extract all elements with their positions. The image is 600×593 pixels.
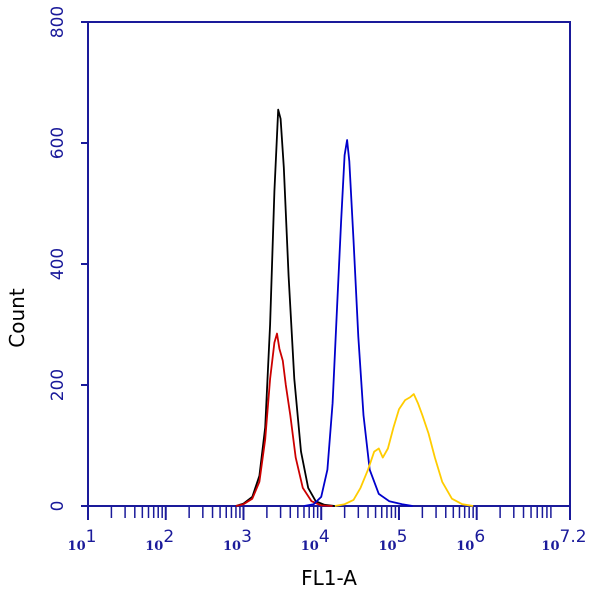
x-tick-label: 105 xyxy=(379,527,408,554)
y-tick-label: 0 xyxy=(48,501,68,512)
x-tick-label: 106 xyxy=(456,527,485,554)
x-tick-label: 102 xyxy=(145,527,174,554)
y-tick-label: 800 xyxy=(48,6,68,38)
y-axis-title: Count xyxy=(5,288,29,348)
x-axis-title: FL1-A xyxy=(301,566,357,590)
x-tick-label-exponent: 5 xyxy=(397,527,408,547)
x-tick-label: 103 xyxy=(223,527,252,554)
x-tick-label-base: 10 xyxy=(145,539,163,554)
histogram-line-4 xyxy=(334,393,474,507)
histogram-line-1 xyxy=(235,108,336,507)
x-tick-label: 101 xyxy=(68,527,97,554)
x-axis-ticks: 101 102 103 104 105 106 107.2 xyxy=(68,506,587,554)
x-tick-label-exponent: 2 xyxy=(163,527,174,547)
x-tick-label-base: 10 xyxy=(541,539,559,554)
y-tick-label: 400 xyxy=(48,248,68,280)
x-tick-label-base: 10 xyxy=(223,539,241,554)
y-tick-label: 200 xyxy=(48,369,68,401)
x-tick-label: 107.2 xyxy=(541,527,586,554)
histogram-line-2 xyxy=(235,332,333,507)
plot-frame xyxy=(87,21,571,507)
histogram-series xyxy=(235,108,474,507)
x-tick-label-base: 10 xyxy=(301,539,319,554)
y-tick-label: 600 xyxy=(48,127,68,159)
histogram-line-3 xyxy=(303,139,413,507)
x-tick-label-base: 10 xyxy=(379,539,397,554)
x-tick-label-base: 10 xyxy=(456,539,474,554)
y-axis-ticks: 0 200 400 600 800 xyxy=(48,6,88,512)
x-tick-label: 104 xyxy=(301,527,330,554)
x-tick-label-exponent: 6 xyxy=(474,527,485,547)
x-tick-label-base: 10 xyxy=(68,539,86,554)
x-tick-label-exponent: 3 xyxy=(241,527,252,547)
x-tick-label-exponent: 7.2 xyxy=(560,527,587,547)
x-tick-label-exponent: 4 xyxy=(319,527,330,547)
x-tick-label-exponent: 1 xyxy=(86,527,97,547)
